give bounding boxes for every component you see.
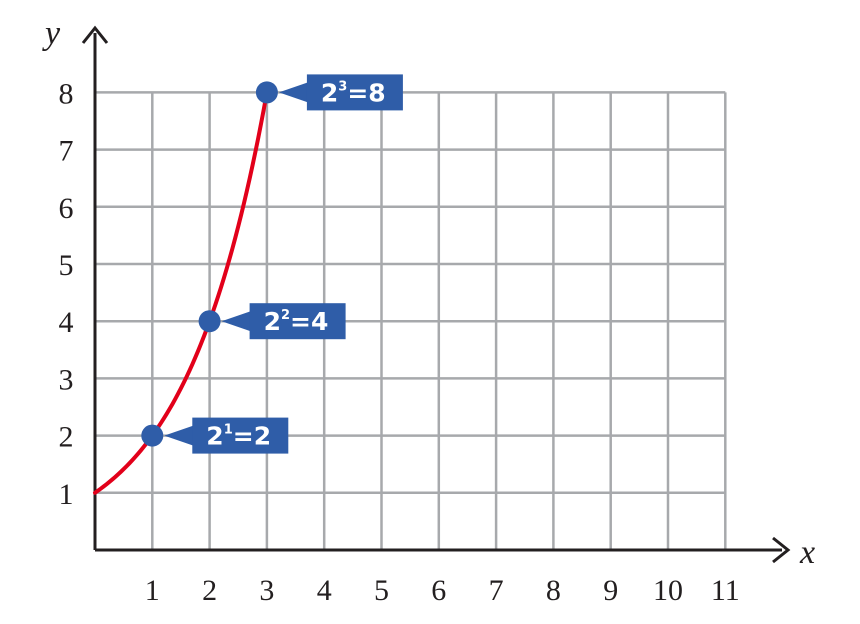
curve-2-pow-x [93, 90, 269, 495]
y-axis-arrow [81, 25, 109, 44]
x-tick-label: 4 [317, 574, 332, 607]
callout-box [249, 303, 346, 340]
x-axis-label: x [799, 534, 815, 571]
y-tick-label: 6 [59, 192, 74, 225]
x-tick-label: 10 [653, 574, 683, 607]
series [93, 90, 269, 495]
y-tick-label: 5 [59, 249, 74, 282]
callout-label: 23=8 [321, 78, 386, 107]
y-tick-label: 1 [59, 478, 74, 511]
y-tick-label: 3 [59, 363, 74, 396]
grid [95, 91, 727, 550]
data-point [198, 310, 221, 333]
y-tick-label: 8 [59, 77, 74, 110]
callout-label: 22=4 [264, 307, 329, 336]
callout-pointer [221, 311, 251, 332]
x-tick-label: 1 [145, 574, 160, 607]
x-tick-label: 6 [431, 574, 446, 607]
data-point [255, 81, 278, 104]
x-tick-label: 2 [202, 574, 217, 607]
axes [81, 25, 791, 564]
data-point [141, 424, 164, 447]
callout-box [192, 417, 289, 454]
callout-pointer [278, 82, 308, 103]
x-tick-label: 11 [711, 574, 740, 607]
callout-label: 21=2 [206, 422, 271, 451]
callout-pointer [164, 425, 194, 446]
x-tick-label: 7 [489, 574, 504, 607]
x-axis-arrow [772, 536, 791, 564]
callout-box [306, 74, 403, 111]
y-axis-label: y [42, 15, 61, 52]
callouts: 21=2 22=4 23=8 [164, 74, 403, 454]
x-tick-label: 8 [546, 574, 561, 607]
data-points [141, 81, 278, 447]
y-tick-label: 2 [59, 421, 74, 454]
x-tick-label: 9 [603, 574, 618, 607]
y-tick-label: 4 [59, 306, 74, 339]
y-tick-label: 7 [59, 135, 74, 168]
x-tick-label: 5 [374, 574, 389, 607]
x-tick-label: 3 [259, 574, 274, 607]
